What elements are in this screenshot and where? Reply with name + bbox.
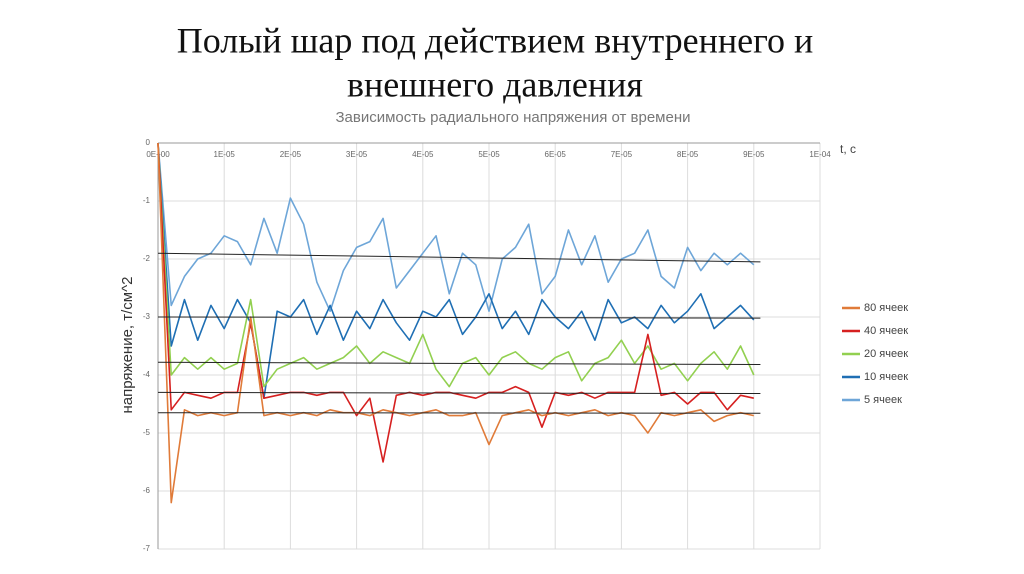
slide-title: Полый шар под действием внутреннего и [177,20,814,60]
chart-title: Зависимость радиального напряжения от вр… [335,109,690,126]
trend-line [157,391,761,395]
y-tick-label: -5 [143,428,151,437]
series-line [157,142,755,399]
legend-label: 10 ячеек [864,371,908,383]
legend-label: 5 ячеек [864,394,902,406]
series-line [157,142,755,388]
x-tick-label: 1E-04 [809,150,831,159]
x-tick-label: 5E-05 [478,150,500,159]
slide-title: внешнего давления [347,64,643,104]
series-line [157,142,755,312]
legend-label: 40 ячеек [864,325,908,337]
x-tick-label: 1E-05 [214,150,236,159]
y-tick-label: -7 [143,544,151,553]
series-line [157,142,754,504]
x-tick-label: 3E-05 [346,150,368,159]
y-tick-label: -6 [143,486,151,495]
x-tick-label: 2E-05 [280,150,302,159]
y-tick-label: -3 [143,312,151,321]
trend-line [157,361,761,366]
y-tick-label: -4 [143,370,151,379]
x-tick-label: 9E-05 [743,150,765,159]
trend-line [157,412,761,414]
trend-line [157,252,761,263]
legend-label: 20 ячеек [864,348,908,360]
legend-label: 80 ячеек [864,302,908,314]
trend-line [157,316,761,319]
x-tick-label: 6E-05 [545,150,567,159]
y-axis-label: напряжение, т/см^2 [119,277,136,414]
x-tick-label: 8E-05 [677,150,699,159]
x-tick-label: 4E-05 [412,150,434,159]
x-tick-label: 7E-05 [611,150,633,159]
y-tick-label: -1 [143,196,151,205]
y-tick-label: 0 [146,138,151,147]
x-axis-label: t, c [840,142,856,156]
y-tick-label: -2 [143,254,151,263]
